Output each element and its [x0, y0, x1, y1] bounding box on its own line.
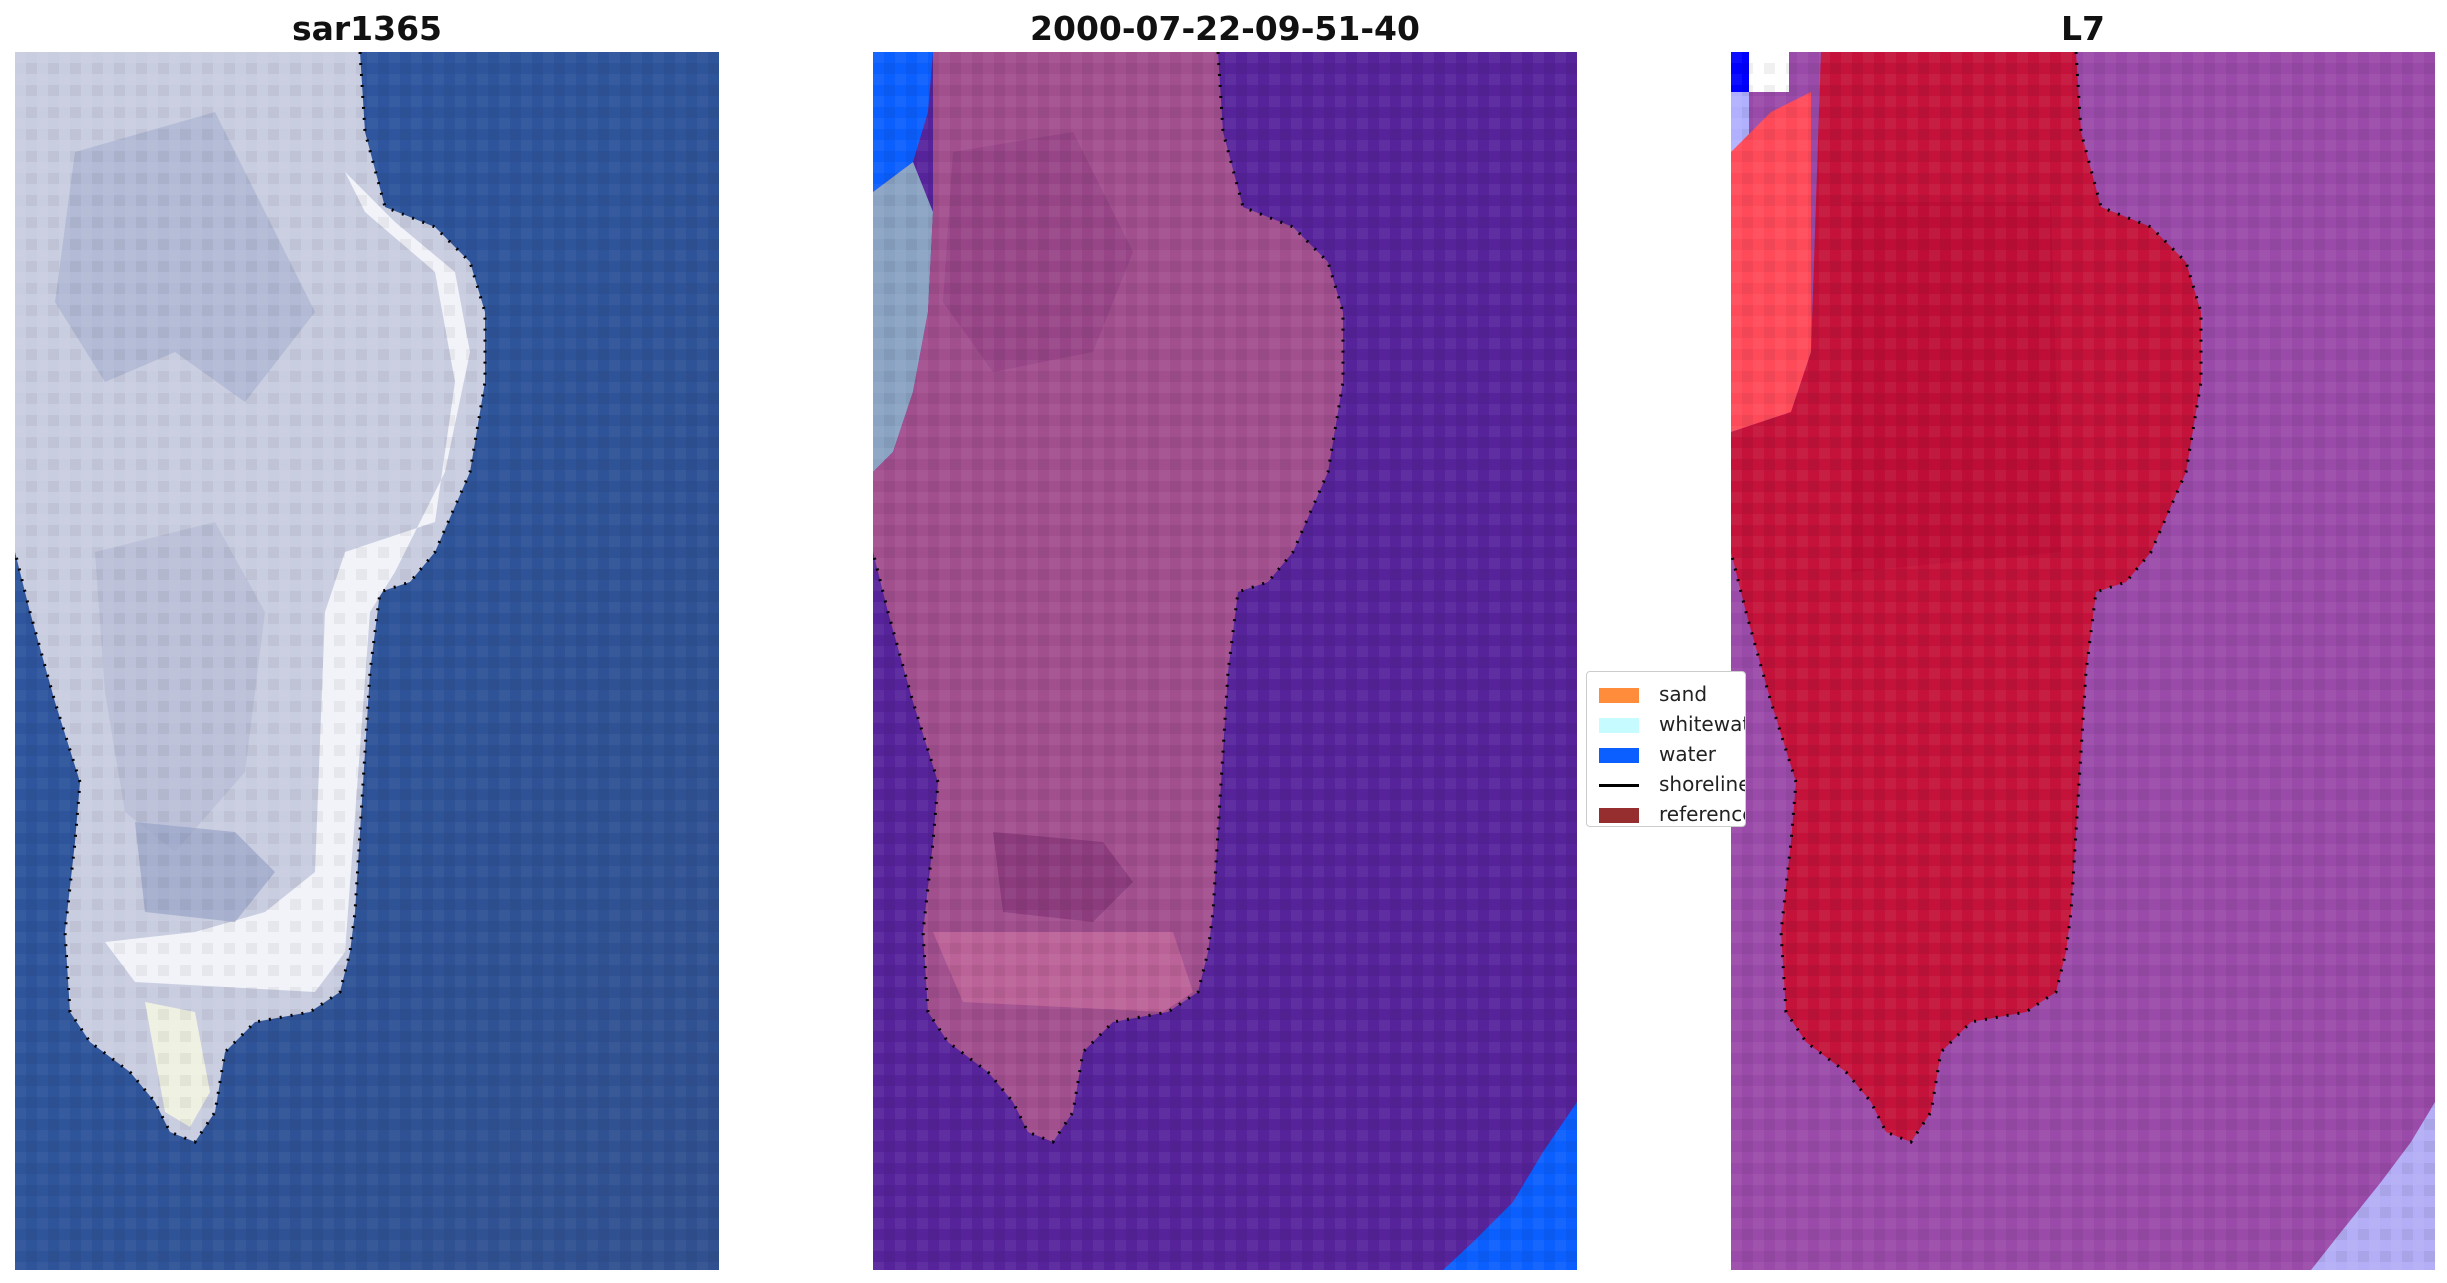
- legend-item-water: water: [1595, 742, 1745, 766]
- rgb-image-panel: [15, 52, 719, 1270]
- index-image: [1731, 52, 2435, 1270]
- legend: sand whitewater water shoreline referenc…: [1586, 671, 1746, 827]
- water-swatch-icon: [1599, 748, 1639, 763]
- sand-swatch-icon: [1599, 688, 1639, 703]
- panel-title-rgb: sar1365: [291, 9, 443, 48]
- panel-title-classification: 2000-07-22-09-51-40: [1030, 9, 1420, 48]
- shoreline-dotted: [15, 52, 487, 1144]
- legend-item-sand: sand: [1595, 682, 1745, 706]
- panel-title-index: L7: [2061, 9, 2105, 48]
- legend-item-whitewater: whitewater: [1595, 712, 1745, 736]
- whitewater-swatch-icon: [1599, 718, 1639, 733]
- index-panel: [1731, 52, 2435, 1270]
- shoreline-line-icon: [1599, 784, 1639, 787]
- shoreline-dotted: [873, 52, 1345, 1144]
- classification-panel: [873, 52, 1577, 1270]
- reference-swatch-icon: [1599, 808, 1639, 823]
- rgb-image: [15, 52, 719, 1270]
- shoreline-dotted: [1731, 52, 2203, 1144]
- classification-image: [873, 52, 1577, 1270]
- legend-item-shoreline: shoreline: [1595, 772, 1745, 796]
- legend-item-reference: reference: [1595, 802, 1745, 826]
